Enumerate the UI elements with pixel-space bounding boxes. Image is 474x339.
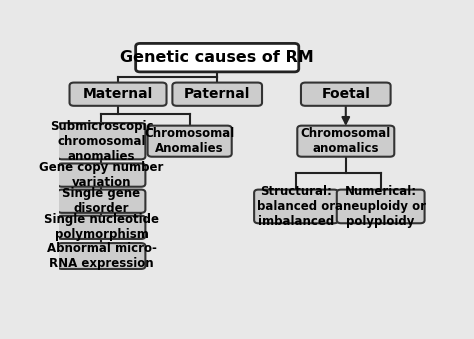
FancyBboxPatch shape (58, 216, 146, 239)
Text: Maternal: Maternal (83, 87, 153, 101)
Text: Submicroscopic
chromosomal
anomalies: Submicroscopic chromosomal anomalies (50, 120, 153, 163)
Text: Abnormal micro-
RNA expression: Abnormal micro- RNA expression (46, 242, 156, 270)
Text: Single gene
disorder: Single gene disorder (63, 187, 141, 215)
FancyBboxPatch shape (147, 126, 232, 157)
Text: Numerical:
aneuploidy or
polyploidy: Numerical: aneuploidy or polyploidy (335, 185, 426, 228)
FancyBboxPatch shape (58, 243, 146, 269)
FancyBboxPatch shape (58, 190, 146, 213)
Text: Structural:
balanced or
imbalanced: Structural: balanced or imbalanced (257, 185, 335, 228)
Text: Paternal: Paternal (184, 87, 250, 101)
FancyBboxPatch shape (70, 83, 166, 106)
FancyBboxPatch shape (58, 123, 146, 159)
FancyBboxPatch shape (58, 163, 146, 187)
FancyBboxPatch shape (297, 126, 394, 157)
Text: Single nucleotide
polymorphism: Single nucleotide polymorphism (44, 213, 159, 241)
FancyBboxPatch shape (337, 190, 425, 223)
FancyBboxPatch shape (136, 43, 299, 72)
Text: Gene copy number
variation: Gene copy number variation (39, 161, 164, 189)
Text: Genetic causes of RM: Genetic causes of RM (120, 50, 314, 65)
Text: Chromosomal
anomalics: Chromosomal anomalics (301, 127, 391, 155)
FancyBboxPatch shape (301, 83, 391, 106)
Text: Chromosomal
Anomalies: Chromosomal Anomalies (145, 127, 235, 155)
FancyBboxPatch shape (254, 190, 338, 223)
FancyBboxPatch shape (173, 83, 262, 106)
Text: Foetal: Foetal (321, 87, 370, 101)
